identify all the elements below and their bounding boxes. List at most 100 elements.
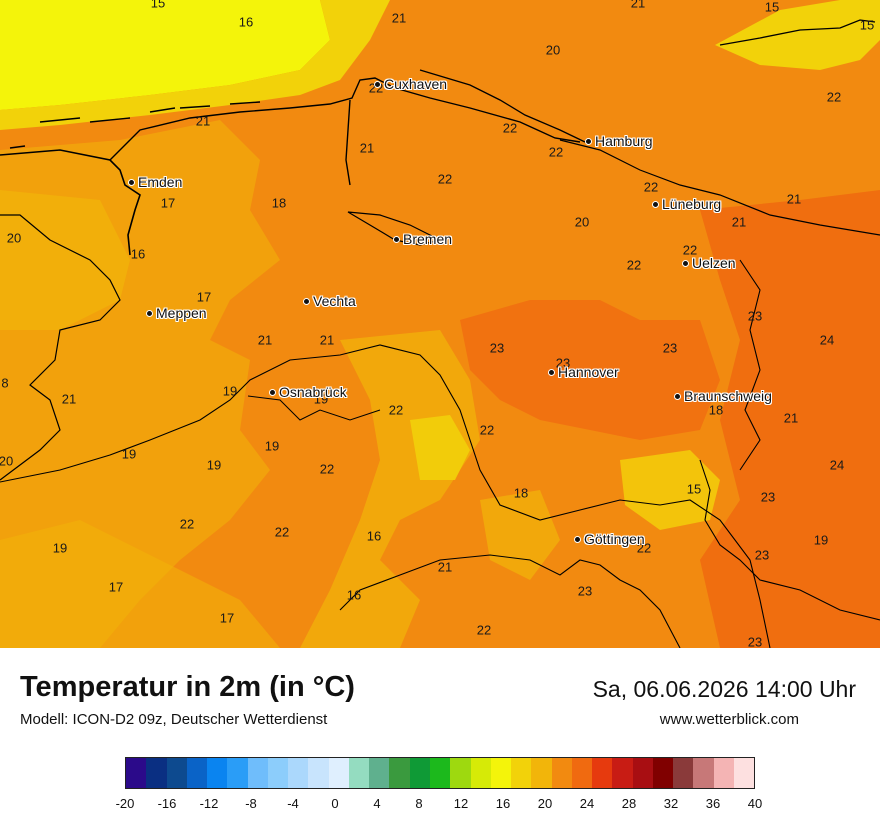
temperature-value: 22	[682, 242, 698, 258]
city-marker: Uelzen	[682, 255, 736, 271]
temperature-value: 22	[476, 622, 492, 638]
temperature-value: 18	[513, 485, 529, 501]
field-coast-band	[0, 0, 390, 130]
city-name: Uelzen	[692, 255, 736, 271]
city-marker: Vechta	[303, 293, 356, 309]
temperature-field	[0, 0, 880, 648]
temperature-value: 16	[130, 246, 146, 262]
legend-tick-label: 20	[537, 796, 553, 811]
legend-swatch	[450, 758, 471, 788]
model-info: Modell: ICON-D2 09z, Deutscher Wetterdie…	[20, 711, 328, 728]
temperature-value: 21	[391, 10, 407, 26]
temperature-value: 23	[747, 634, 763, 649]
legend-swatch	[673, 758, 694, 788]
field-warm-east	[700, 190, 880, 648]
legend-swatch	[207, 758, 228, 788]
city-name: Göttingen	[584, 531, 645, 547]
legend-swatch	[389, 758, 410, 788]
city-marker: Göttingen	[574, 531, 645, 547]
city-marker: Cuxhaven	[374, 76, 447, 92]
legend-tick-label: 4	[373, 796, 381, 811]
temperature-value: 22	[179, 516, 195, 532]
city-marker: Hannover	[548, 364, 619, 380]
city-dot-icon	[682, 259, 689, 267]
state-border-saxony-anhalt	[739, 259, 761, 471]
city-name: Hannover	[558, 364, 619, 380]
legend-swatch	[126, 758, 147, 788]
temperature-value: 15	[686, 481, 702, 497]
temperature-value: 20	[6, 230, 22, 246]
temperature-value: 16	[366, 528, 382, 544]
temperature-value: 22	[388, 402, 404, 418]
temperature-value: 22	[319, 461, 335, 477]
city-marker: Osnabrück	[269, 384, 347, 400]
temperature-value: 18	[271, 195, 287, 211]
legend-tick-label: -12	[199, 796, 219, 811]
field-patch-a	[410, 415, 470, 480]
legend-swatch	[369, 758, 390, 788]
field-cool-sw	[0, 520, 280, 648]
temperature-value: 8	[1, 375, 9, 391]
website-link[interactable]: www.wetterblick.com	[659, 711, 799, 728]
temperature-value: 21	[786, 191, 802, 207]
temperature-value: 17	[196, 289, 212, 305]
temperature-value: 22	[636, 540, 652, 556]
temperature-value: 23	[555, 355, 571, 371]
temperature-value: 22	[502, 120, 518, 136]
temperature-value: 15	[150, 0, 166, 11]
color-legend	[125, 757, 755, 789]
legend-swatch	[531, 758, 552, 788]
legend-tick-label: -8	[245, 796, 257, 811]
temperature-value: 17	[108, 579, 124, 595]
city-dot-icon	[269, 388, 276, 396]
temperature-value: 23	[489, 340, 505, 356]
temperature-value: 16	[238, 14, 254, 30]
city-dot-icon	[585, 137, 592, 145]
temperature-value: 24	[819, 332, 835, 348]
legend-swatch	[288, 758, 309, 788]
legend-tick-label: 40	[747, 796, 763, 811]
temperature-value: 21	[437, 559, 453, 575]
legend-tick-label: 28	[621, 796, 637, 811]
city-dot-icon	[652, 200, 659, 208]
temperature-value: 23	[754, 547, 770, 563]
legend-swatch	[733, 758, 755, 788]
legend-swatch	[186, 758, 208, 788]
legend-tick-label: -20	[115, 796, 135, 811]
state-border-thuringia	[699, 459, 880, 621]
city-marker: Meppen	[146, 305, 207, 321]
city-marker: Emden	[128, 174, 182, 190]
legend-swatch	[713, 758, 734, 788]
dutch-border	[0, 214, 121, 481]
city-marker: Bremen	[393, 231, 452, 247]
state-border-east	[559, 139, 880, 236]
temperature-value: 23	[577, 583, 593, 599]
legend-swatch	[409, 758, 430, 788]
city-name: Osnabrück	[279, 384, 347, 400]
temperature-value: 17	[160, 195, 176, 211]
legend-swatch	[166, 758, 187, 788]
temperature-value: 20	[0, 453, 14, 469]
legend-tick-label: 0	[331, 796, 339, 811]
temperature-map: 15 16 21 21 15 15 20 22 22 21 22 21 22 22 22 21 17 18 20 21…	[0, 0, 880, 648]
legend-tick-label: 16	[495, 796, 511, 811]
state-border-south	[0, 344, 771, 648]
temperature-value: 21	[195, 113, 211, 129]
islands	[9, 101, 261, 149]
temperature-value: 22	[437, 171, 453, 187]
city-dot-icon	[393, 235, 400, 243]
legend-swatch	[328, 758, 349, 788]
legend-swatch	[247, 758, 268, 788]
temperature-value: 24	[829, 457, 845, 473]
legend-swatch	[308, 758, 329, 788]
temperature-value: 21	[731, 214, 747, 230]
temperature-value: 20	[574, 214, 590, 230]
temperature-value: 21	[630, 0, 646, 11]
legend-swatch	[348, 758, 370, 788]
state-border-hessen	[339, 554, 681, 648]
city-marker: Braunschweig	[674, 388, 772, 404]
legend-swatch	[429, 758, 451, 788]
field-patch-b	[480, 490, 560, 580]
legend-swatch	[511, 758, 532, 788]
temperature-value: 21	[61, 391, 77, 407]
